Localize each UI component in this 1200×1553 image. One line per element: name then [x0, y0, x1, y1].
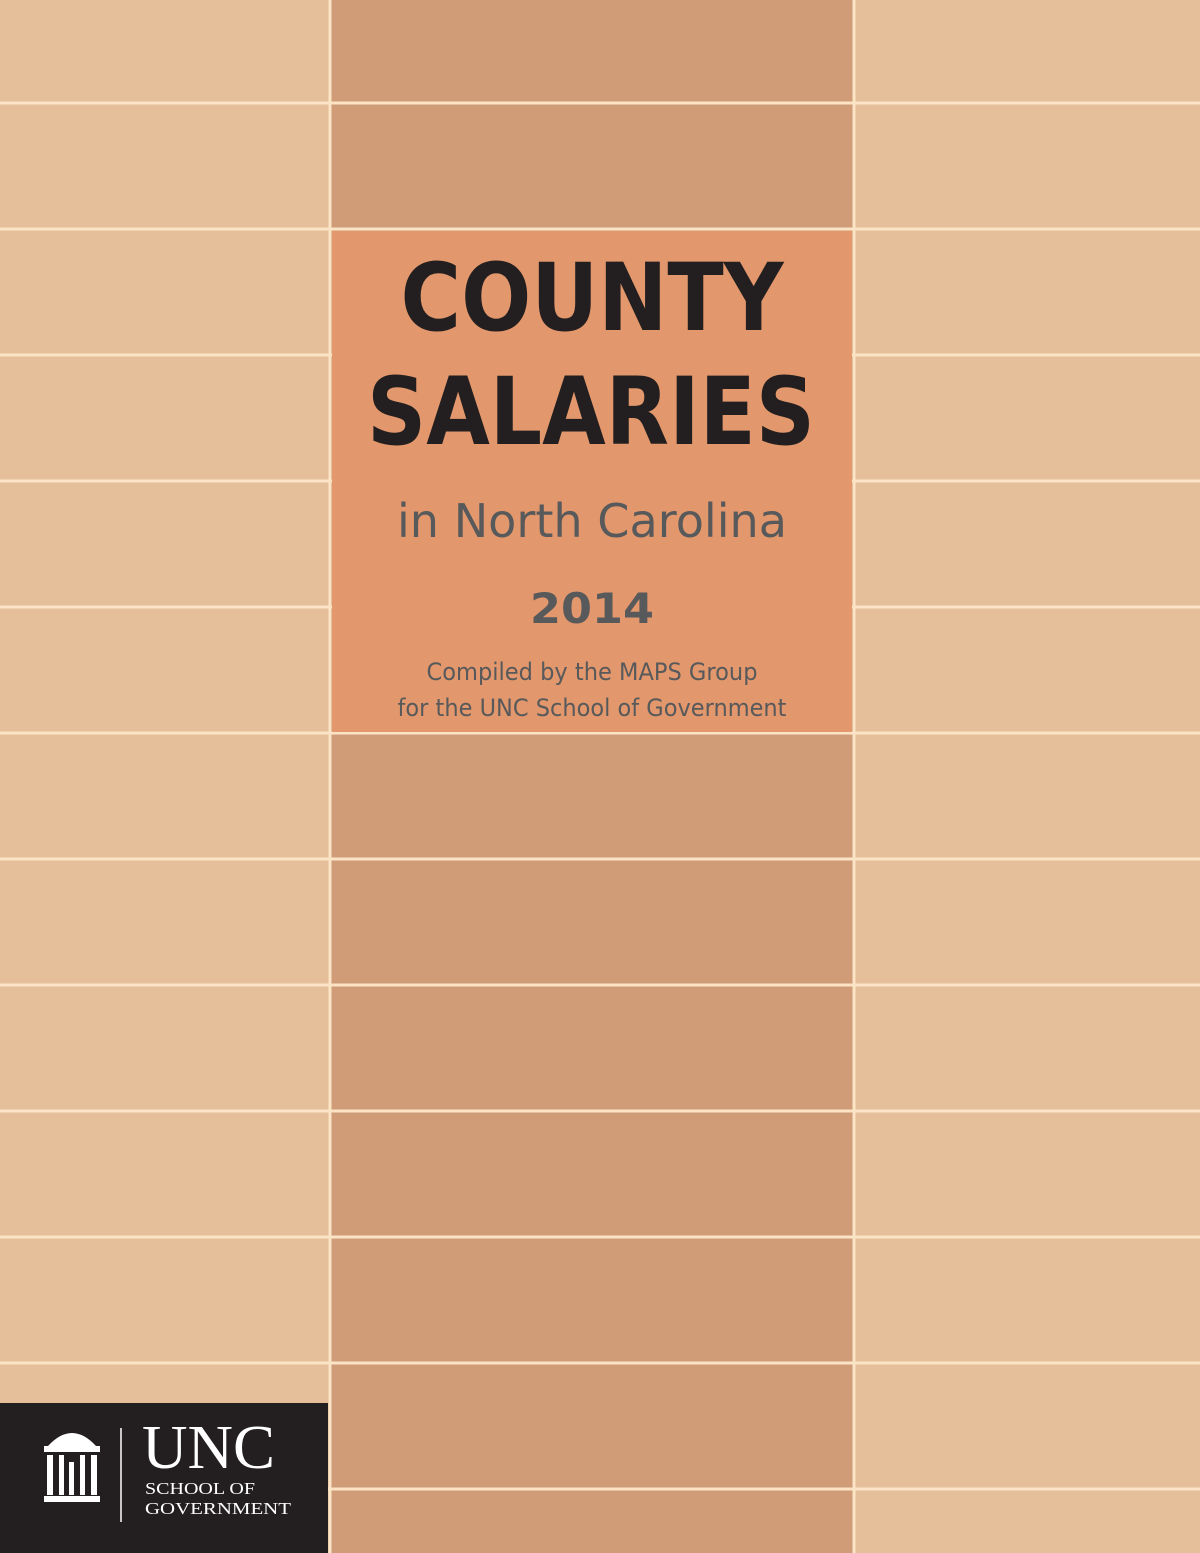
logo-name: UNC: [142, 1414, 275, 1482]
logo: UNC SCHOOL OF GOVERNMENT: [0, 1403, 328, 1553]
logo-line: SCHOOL OF: [145, 1479, 255, 1498]
base: [44, 1496, 100, 1502]
credit-line: for the UNC School of Government: [398, 694, 787, 722]
title-line: SALARIES: [367, 358, 815, 467]
column: [59, 1455, 64, 1495]
logo-box: [0, 1403, 328, 1553]
column: [47, 1455, 53, 1495]
column: [80, 1455, 85, 1495]
year: 2014: [530, 584, 654, 633]
entablature: [44, 1446, 100, 1452]
dome: [48, 1433, 96, 1446]
logo-line: GOVERNMENT: [145, 1499, 292, 1518]
title-panel: [332, 231, 852, 732]
title-line: COUNTY: [401, 244, 785, 353]
credit-line: Compiled by the MAPS Group: [427, 658, 758, 686]
old-well-icon: [44, 1433, 100, 1502]
column: [69, 1462, 74, 1495]
grid: [0, 101, 1200, 1491]
column: [91, 1455, 97, 1495]
subtitle: in North Carolina: [397, 494, 787, 548]
